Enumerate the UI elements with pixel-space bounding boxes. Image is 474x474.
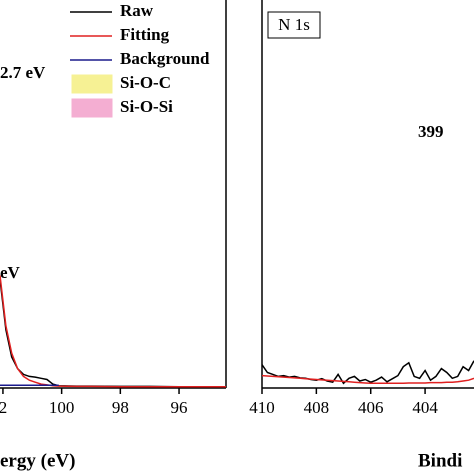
legend-label: Raw [120, 1, 154, 20]
legend-label: Background [120, 49, 210, 68]
label-box [267, 11, 321, 39]
x-tick-label: 410 [249, 398, 275, 417]
x-axis-label: Bindi [418, 450, 462, 471]
annotation: 399 [418, 122, 444, 141]
series-line [261, 374, 474, 385]
panel-label: N 1s [278, 15, 310, 34]
legend-label: Fitting [120, 25, 170, 44]
annotation: 2.7 eV [0, 63, 46, 82]
annotation: eV [0, 263, 21, 282]
x-tick-label: 96 [171, 398, 188, 417]
x-tick-label: 406 [358, 398, 384, 417]
legend-swatch [71, 74, 113, 94]
legend-label: Si-O-Si [120, 97, 173, 116]
legend-label: Si-O-C [120, 73, 171, 92]
x-tick-label: 100 [49, 398, 75, 417]
series-line [261, 360, 474, 385]
x-tick-label: 98 [112, 398, 129, 417]
x-tick-label: 404 [412, 398, 438, 417]
x-axis-label: ergy (eV) [0, 450, 75, 471]
x-tick-label: 2 [0, 398, 7, 417]
x-tick-label: 408 [304, 398, 330, 417]
legend-swatch [71, 98, 113, 118]
